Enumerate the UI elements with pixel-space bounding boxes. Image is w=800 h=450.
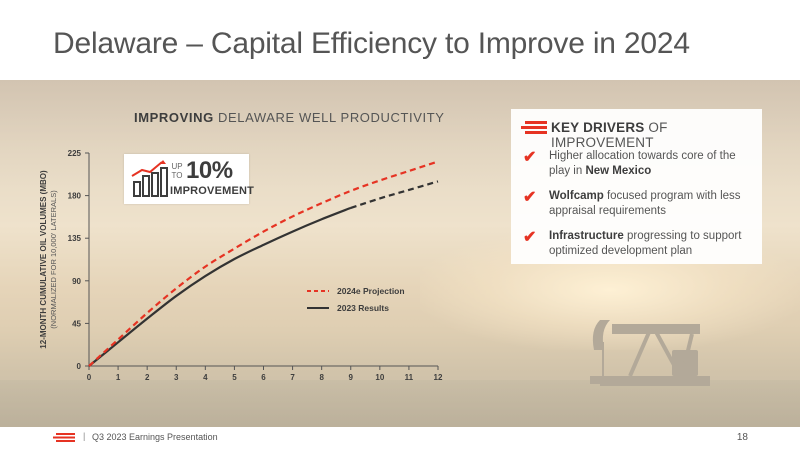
page-number: 18	[736, 432, 748, 443]
chart-title-rest: DELAWARE WELL PRODUCTIVITY	[213, 110, 445, 125]
badge-percent: 10%	[186, 157, 233, 184]
y-tick-label: 45	[72, 319, 81, 328]
x-tick-label: 1	[116, 373, 121, 382]
footer-text: Q3 2023 Earnings Presentation	[92, 432, 218, 442]
checkmark-icon: ✔	[523, 149, 537, 166]
pumpjack-icon	[590, 320, 710, 386]
improvement-badge: UP TO 10% IMPROVEMENT	[124, 154, 254, 204]
drivers-header: KEY DRIVERS OF IMPROVEMENT	[551, 120, 762, 150]
x-tick-label: 10	[375, 373, 384, 382]
driver-2-bold: Wolfcamp	[549, 190, 604, 202]
y-axis-sublabel: (NORMALIZED FOR 10,000' LATERALS)	[49, 190, 58, 329]
x-tick-label: 11	[405, 373, 414, 382]
driver-item-1: Higher allocation towards core of the pl…	[549, 149, 759, 179]
brand-stripes-icon	[521, 121, 547, 134]
series-projection-line	[88, 160, 439, 367]
driver-3-text: progressing to support optimized develop…	[549, 230, 742, 257]
badge-up-to: UP TO	[171, 162, 183, 180]
key-drivers-panel: KEY DRIVERS OF IMPROVEMENT ✔ Higher allo…	[511, 109, 762, 264]
driver-2-text: focused program with less appraisal requ…	[549, 190, 741, 217]
x-tick-label: 8	[319, 373, 324, 382]
page-title: Delaware – Capital Efficiency to Improve…	[53, 27, 690, 60]
series-results-extension	[350, 180, 439, 209]
checkmark-icon: ✔	[523, 229, 537, 246]
x-tick-label: 9	[349, 373, 354, 382]
y-tick-label: 180	[68, 192, 82, 201]
x-tick-label: 2	[145, 373, 150, 382]
y-tick-label: 225	[68, 149, 82, 158]
x-tick-label: 0	[87, 373, 92, 382]
drivers-header-rest: OF IMPROVEMENT	[551, 120, 668, 150]
footer-separator: |	[83, 431, 86, 441]
ground	[0, 380, 800, 427]
x-tick-label: 5	[232, 373, 237, 382]
badge-label: IMPROVEMENT	[170, 185, 255, 197]
driver-1-text: Higher allocation towards core of the pl…	[549, 150, 736, 177]
x-tick-label: 12	[434, 373, 443, 382]
driver-item-3: Infrastructure progressing to support op…	[549, 229, 759, 259]
x-tick-label: 6	[261, 373, 266, 382]
driver-item-2: Wolfcamp focused program with less appra…	[549, 189, 759, 219]
x-tick-label: 7	[290, 373, 295, 382]
driver-1-bold: New Mexico	[585, 165, 652, 177]
bar-chart-trend-up-icon	[131, 160, 168, 197]
drivers-header-bold: KEY DRIVERS	[551, 120, 645, 135]
series-results-line	[88, 206, 352, 367]
driver-3-bold: Infrastructure	[549, 230, 624, 242]
y-tick-label: 135	[68, 234, 82, 243]
checkmark-icon: ✔	[523, 189, 537, 206]
chart-title-bold: IMPROVING	[134, 110, 214, 125]
y-axis-label: 12-MONTH CUMULATIVE OIL VOLUMES (MBO)	[39, 170, 48, 349]
chart-title: IMPROVING DELAWARE WELL PRODUCTIVITY	[134, 110, 445, 125]
y-tick-label: 0	[77, 362, 82, 371]
legend-label: 2023 Results	[337, 303, 389, 313]
x-tick-label: 3	[174, 373, 179, 382]
footer-logo-icon	[53, 433, 75, 442]
x-tick-label: 4	[203, 373, 208, 382]
y-tick-label: 90	[72, 277, 81, 286]
legend-label: 2024e Projection	[337, 286, 405, 296]
